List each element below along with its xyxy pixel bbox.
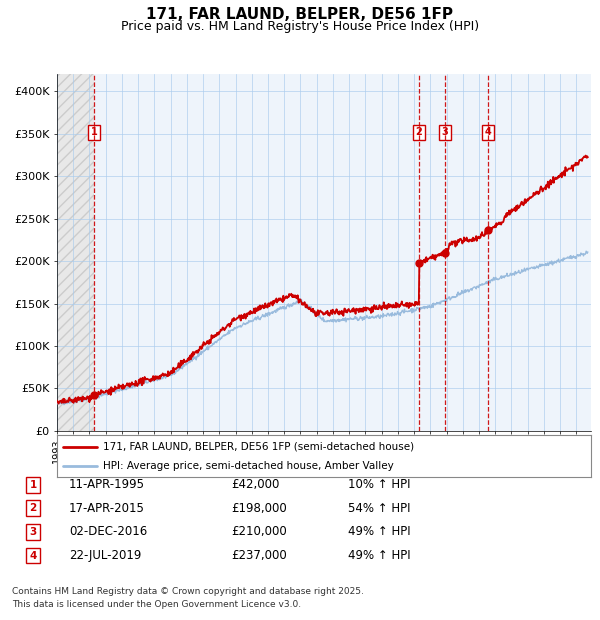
Text: 49% ↑ HPI: 49% ↑ HPI <box>348 526 410 538</box>
Text: 4: 4 <box>29 551 37 560</box>
Text: 49% ↑ HPI: 49% ↑ HPI <box>348 549 410 562</box>
Text: 2: 2 <box>29 503 37 513</box>
Text: Contains HM Land Registry data © Crown copyright and database right 2025.: Contains HM Land Registry data © Crown c… <box>12 587 364 596</box>
Text: 171, FAR LAUND, BELPER, DE56 1FP: 171, FAR LAUND, BELPER, DE56 1FP <box>146 7 454 22</box>
Text: 2: 2 <box>415 127 422 137</box>
Text: £210,000: £210,000 <box>231 526 287 538</box>
Text: 11-APR-1995: 11-APR-1995 <box>69 479 145 491</box>
Text: 54% ↑ HPI: 54% ↑ HPI <box>348 502 410 515</box>
Bar <box>57 74 94 431</box>
Text: 22-JUL-2019: 22-JUL-2019 <box>69 549 142 562</box>
Text: £42,000: £42,000 <box>231 479 280 491</box>
Text: 1: 1 <box>91 127 97 137</box>
Text: £198,000: £198,000 <box>231 502 287 515</box>
Text: 02-DEC-2016: 02-DEC-2016 <box>69 526 147 538</box>
Text: 17-APR-2015: 17-APR-2015 <box>69 502 145 515</box>
Text: £237,000: £237,000 <box>231 549 287 562</box>
Text: 171, FAR LAUND, BELPER, DE56 1FP (semi-detached house): 171, FAR LAUND, BELPER, DE56 1FP (semi-d… <box>103 441 415 451</box>
Text: HPI: Average price, semi-detached house, Amber Valley: HPI: Average price, semi-detached house,… <box>103 461 394 471</box>
Text: 1: 1 <box>29 480 37 490</box>
Text: 4: 4 <box>485 127 491 137</box>
Text: Price paid vs. HM Land Registry's House Price Index (HPI): Price paid vs. HM Land Registry's House … <box>121 20 479 33</box>
Text: 10% ↑ HPI: 10% ↑ HPI <box>348 479 410 491</box>
Text: 3: 3 <box>442 127 449 137</box>
Text: 3: 3 <box>29 527 37 537</box>
Text: This data is licensed under the Open Government Licence v3.0.: This data is licensed under the Open Gov… <box>12 600 301 609</box>
